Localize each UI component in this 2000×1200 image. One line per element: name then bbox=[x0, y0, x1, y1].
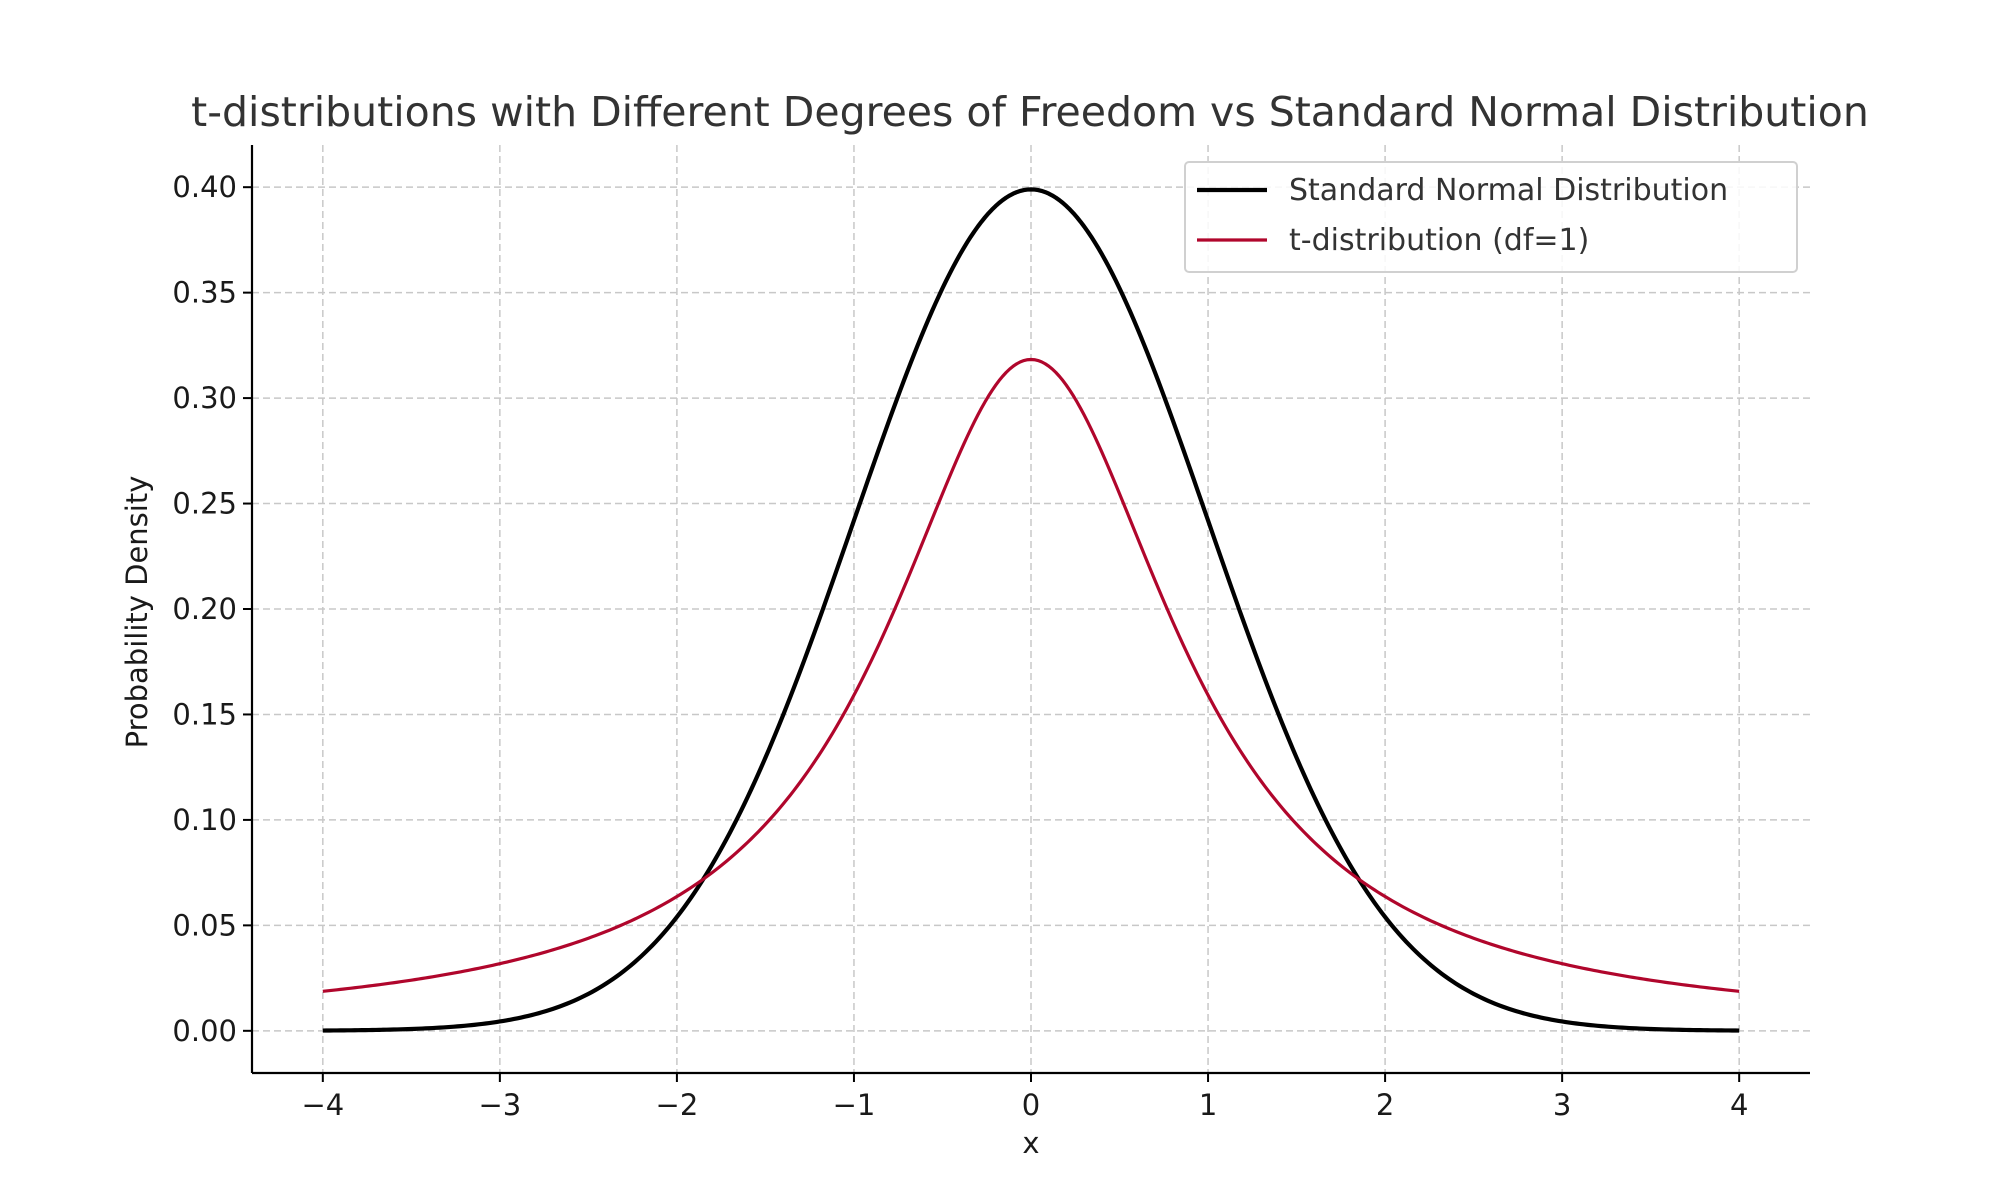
x-tick-label: 1 bbox=[1199, 1088, 1217, 1122]
x-axis-label: x bbox=[1022, 1126, 1039, 1160]
y-tick-label: 0.05 bbox=[172, 908, 237, 942]
y-tick-label: 0.15 bbox=[172, 697, 237, 731]
y-tick-label: 0.00 bbox=[172, 1014, 237, 1048]
legend: Standard Normal Distribution t-distributi… bbox=[1184, 161, 1798, 273]
y-axis-label: Probability Density bbox=[120, 476, 154, 749]
y-tick-label: 0.10 bbox=[172, 803, 237, 837]
series-line-t-df1 bbox=[322, 357, 1740, 993]
x-tick-label: −4 bbox=[301, 1088, 344, 1122]
x-tick-label: −2 bbox=[656, 1088, 699, 1122]
y-tick-label: 0.20 bbox=[172, 592, 237, 626]
y-tick-label: 0.35 bbox=[172, 276, 237, 310]
y-tick-label: 0.30 bbox=[172, 381, 237, 415]
y-tick-label: 0.25 bbox=[172, 487, 237, 521]
axes: −4 −3 −2 −1 0 1 2 3 4 0.00 0.05 0.10 0.15 0.20 0.25 0.3… bbox=[172, 145, 1810, 1122]
x-tick-label: 3 bbox=[1553, 1088, 1571, 1122]
grid bbox=[252, 145, 1810, 1073]
y-tick-label: 0.40 bbox=[172, 170, 237, 204]
legend-box bbox=[1184, 161, 1798, 273]
legend-label: t-distribution (df=1) bbox=[1289, 223, 1589, 258]
chart-title: t-distributions with Different Degrees o… bbox=[191, 88, 1869, 136]
x-tick-label: −3 bbox=[478, 1088, 521, 1122]
series-line-standard-normal bbox=[322, 187, 1740, 1033]
x-tick-label: 4 bbox=[1730, 1088, 1748, 1122]
x-tick-label: 2 bbox=[1376, 1088, 1394, 1122]
legend-label: Standard Normal Distribution bbox=[1289, 173, 1728, 208]
plot-area bbox=[322, 187, 1740, 1033]
x-tick-label: 0 bbox=[1022, 1088, 1040, 1122]
x-tick-label: −1 bbox=[833, 1088, 876, 1122]
